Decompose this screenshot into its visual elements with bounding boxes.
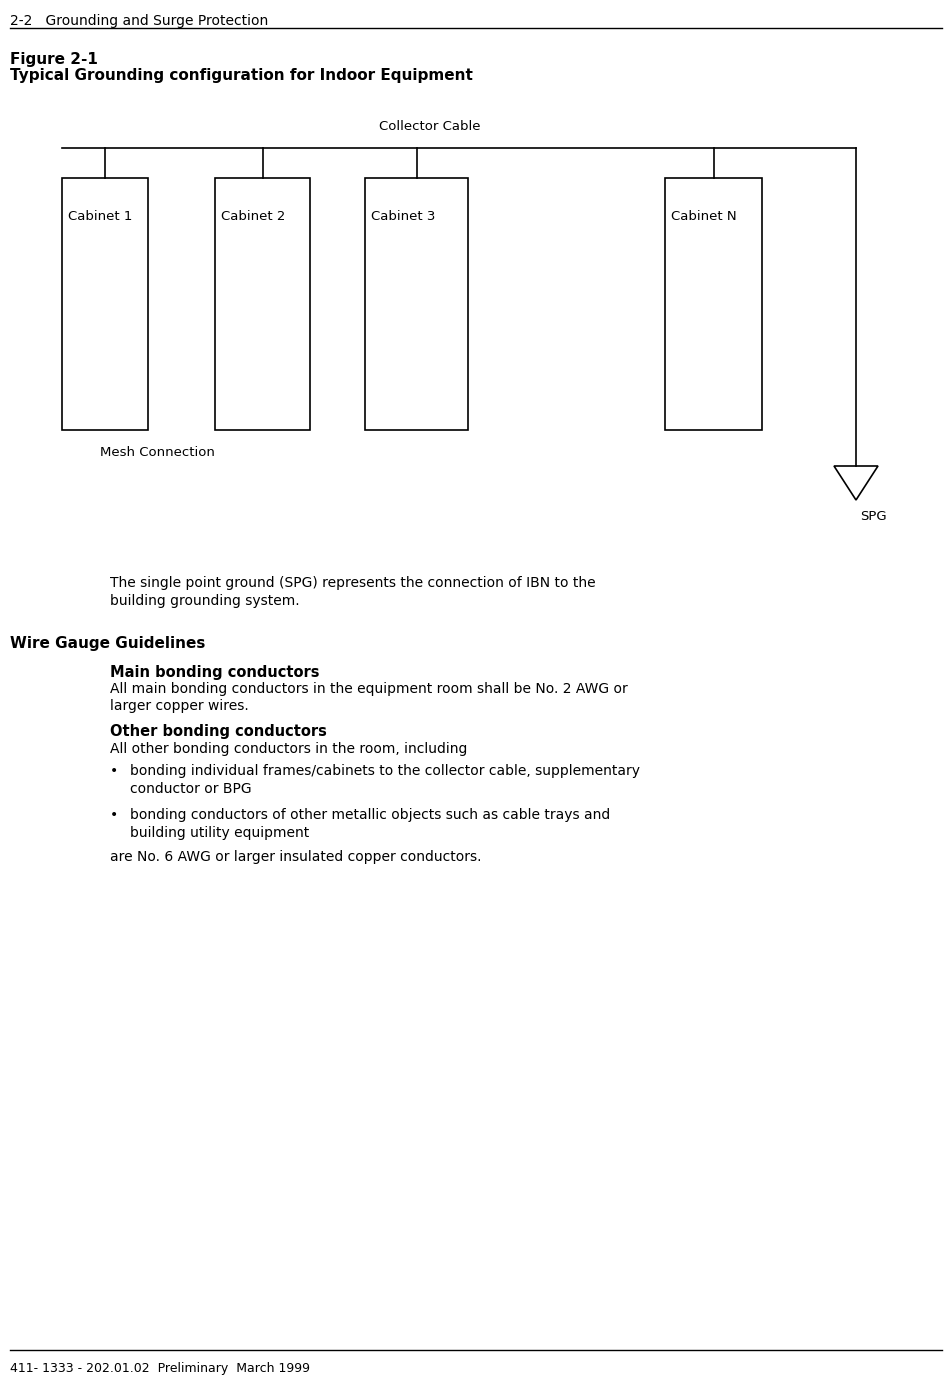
Text: bonding conductors of other metallic objects such as cable trays and: bonding conductors of other metallic obj…: [130, 808, 610, 822]
Text: •: •: [110, 763, 118, 779]
Text: 411- 1333 - 202.01.02  Preliminary  March 1999: 411- 1333 - 202.01.02 Preliminary March …: [10, 1362, 310, 1375]
Text: All main bonding conductors in the equipment room shall be No. 2 AWG or: All main bonding conductors in the equip…: [110, 682, 627, 696]
Text: Other bonding conductors: Other bonding conductors: [110, 723, 327, 739]
Text: building utility equipment: building utility equipment: [130, 826, 309, 839]
Text: Figure 2-1: Figure 2-1: [10, 53, 98, 66]
Bar: [665, 178, 762, 430]
Text: Typical Grounding configuration for Indoor Equipment: Typical Grounding configuration for Indo…: [10, 68, 473, 83]
Text: building grounding system.: building grounding system.: [110, 595, 300, 609]
Text: The single point ground (SPG) represents the connection of IBN to the: The single point ground (SPG) represents…: [110, 575, 596, 591]
Bar: [62, 178, 148, 430]
Text: SPG: SPG: [860, 510, 886, 523]
Text: 2-2   Grounding and Surge Protection: 2-2 Grounding and Surge Protection: [10, 14, 268, 28]
Text: are No. 6 AWG or larger insulated copper conductors.: are No. 6 AWG or larger insulated copper…: [110, 851, 482, 864]
Text: Cabinet 2: Cabinet 2: [221, 210, 286, 223]
Polygon shape: [834, 466, 878, 501]
Text: Wire Gauge Guidelines: Wire Gauge Guidelines: [10, 636, 206, 651]
Bar: [215, 178, 310, 430]
Text: •: •: [110, 808, 118, 822]
Text: Cabinet N: Cabinet N: [671, 210, 737, 223]
Text: Cabinet 3: Cabinet 3: [371, 210, 435, 223]
Text: Main bonding conductors: Main bonding conductors: [110, 665, 320, 680]
Text: larger copper wires.: larger copper wires.: [110, 698, 248, 714]
Text: Collector Cable: Collector Cable: [379, 120, 481, 133]
Text: bonding individual frames/cabinets to the collector cable, supplementary: bonding individual frames/cabinets to th…: [130, 763, 640, 779]
Text: Mesh Connection: Mesh Connection: [100, 445, 215, 459]
Text: All other bonding conductors in the room, including: All other bonding conductors in the room…: [110, 743, 467, 757]
Bar: [365, 178, 468, 430]
Text: conductor or BPG: conductor or BPG: [130, 781, 251, 797]
Text: Cabinet 1: Cabinet 1: [68, 210, 132, 223]
